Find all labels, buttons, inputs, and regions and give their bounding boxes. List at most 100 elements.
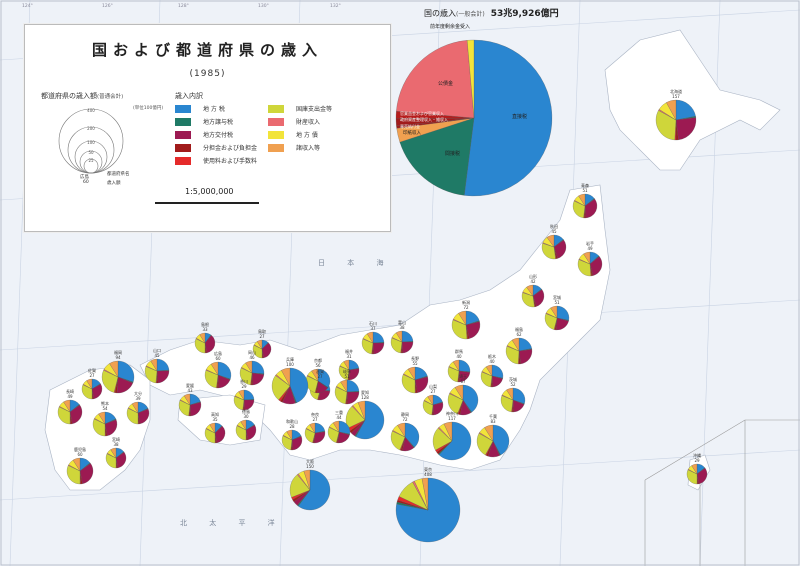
swatch-allocation-tax [175, 130, 191, 139]
pie-slice [131, 401, 139, 414]
pie-slice [357, 400, 366, 421]
pie-slice [399, 117, 475, 196]
legend-label: 地 方 税 [203, 106, 225, 113]
pie-長野 [401, 366, 429, 394]
prefecture-label: 鹿児島 60 [74, 447, 86, 457]
coord-label: 126° [102, 4, 113, 9]
pie-slice [505, 346, 520, 365]
pie-slice [79, 463, 94, 484]
svg-text:25: 25 [88, 158, 94, 163]
pie-slice [454, 384, 464, 401]
pie-slice [109, 360, 119, 378]
size-legend-note: (普通会計) [97, 94, 124, 100]
legend-item-fees: 使用料および手数料 [175, 156, 257, 165]
pie-slice [257, 339, 263, 350]
national-label-direct: 直接税 [512, 114, 528, 120]
legend-label: 使用料および手数料 [203, 158, 258, 165]
pie-slice [66, 465, 81, 485]
pie-高知 [204, 422, 226, 444]
pie-slice [204, 335, 216, 353]
pie-slice [289, 367, 309, 403]
national-label-govt-enterprise: 官業益金および官業収入 [400, 111, 444, 116]
pie-slice [427, 394, 434, 406]
national-title-text: 国の歳入 [424, 9, 456, 18]
pie-slice [332, 420, 340, 433]
prefecture-label: 千葉 83 [489, 414, 497, 424]
pie-佐賀 [81, 378, 103, 400]
national-label-surplus: 前年度剰余金受入 [430, 24, 471, 30]
pie-熊本 [92, 411, 118, 437]
coord-label: 124° [22, 4, 33, 9]
pie-slice [584, 198, 598, 219]
pie-slice [589, 256, 603, 276]
legend-item-local-tax: 地 方 税 [175, 104, 225, 113]
pie-slice [396, 40, 475, 119]
prefecture-label: 新潟 72 [462, 300, 470, 310]
pie-福島 [505, 337, 533, 365]
pie-埼玉 [447, 384, 479, 416]
pie-奈良 [304, 422, 326, 444]
pie-slice [485, 364, 493, 377]
prefecture-label: 愛媛 43 [186, 383, 194, 393]
prefecture-label: 熊本 54 [101, 401, 109, 411]
pie-slice [521, 292, 535, 308]
prefecture-label: 茨城 52 [509, 377, 517, 387]
pie-slice [691, 463, 698, 475]
prefecture-label: 兵庫 100 [286, 357, 294, 367]
pie-slice [464, 39, 553, 197]
prefecture-label: 北海道 157 [670, 89, 682, 99]
pie-長崎 [57, 399, 83, 425]
pie-slice [63, 399, 71, 413]
pie-群馬 [447, 359, 471, 383]
coord-label: 130° [258, 4, 269, 9]
svg-text:100: 100 [87, 140, 95, 145]
pie-三重 [327, 420, 351, 444]
pie-slice [340, 379, 348, 393]
pie-山形 [521, 284, 545, 308]
legend-label: 地 方 債 [296, 132, 318, 139]
pie-slice [69, 404, 83, 424]
prefecture-label: 栃木 40 [488, 354, 496, 364]
pie-slice [281, 367, 291, 387]
national-total: 53兆9,926億円 [490, 9, 559, 19]
pie-slice [578, 193, 586, 207]
pie-slice [311, 368, 319, 382]
prefecture-label: 青森 51 [581, 183, 589, 193]
pie-slice [366, 331, 374, 344]
pie-slice [57, 406, 71, 425]
pie-東京 [395, 477, 461, 543]
prefecture-label: 長野 55 [411, 356, 419, 366]
national-label-indirect: 間接税 [445, 151, 461, 157]
prefecture-label: 福井 31 [345, 349, 353, 359]
prefecture-pies [57, 99, 708, 543]
pie-slice [150, 358, 158, 372]
pie-slice [117, 360, 135, 383]
pie-栃木 [480, 364, 504, 388]
sample-pref-value: 60 [83, 180, 89, 185]
swatch-bonds [268, 130, 284, 139]
prefecture-label: 神奈川 117 [446, 411, 458, 421]
prefecture-label: 山口 45 [153, 348, 161, 358]
prefecture-label: 滋賀 27 [316, 369, 324, 379]
pie-slice [451, 319, 468, 340]
pie-slice [666, 99, 677, 121]
pie-広島 [204, 361, 232, 389]
prefecture-label: 岡山 46 [248, 350, 256, 360]
pie-slice [303, 469, 311, 491]
prefecture-label: 秋田 45 [550, 224, 558, 234]
pie-鳥取 [252, 339, 272, 359]
prefecture-label: 大分 39 [134, 391, 142, 401]
pie-鹿児島 [66, 457, 94, 485]
pie-福岡 [101, 360, 135, 394]
prefecture-label: 福岡 94 [114, 350, 122, 360]
prefecture-label: 佐賀 27 [88, 368, 96, 378]
pie-山口 [144, 358, 170, 384]
prefecture-label: 宮崎 38 [112, 437, 120, 447]
prefecture-label: 三重 44 [335, 410, 343, 420]
scale-label: 1:5,000,000 [185, 187, 234, 196]
prefecture-label: 山梨 27 [429, 384, 437, 394]
size-legend-title-text: 都道府県の歳入額 [41, 92, 97, 100]
pie-slice [511, 337, 520, 352]
pie-青森 [572, 193, 598, 219]
